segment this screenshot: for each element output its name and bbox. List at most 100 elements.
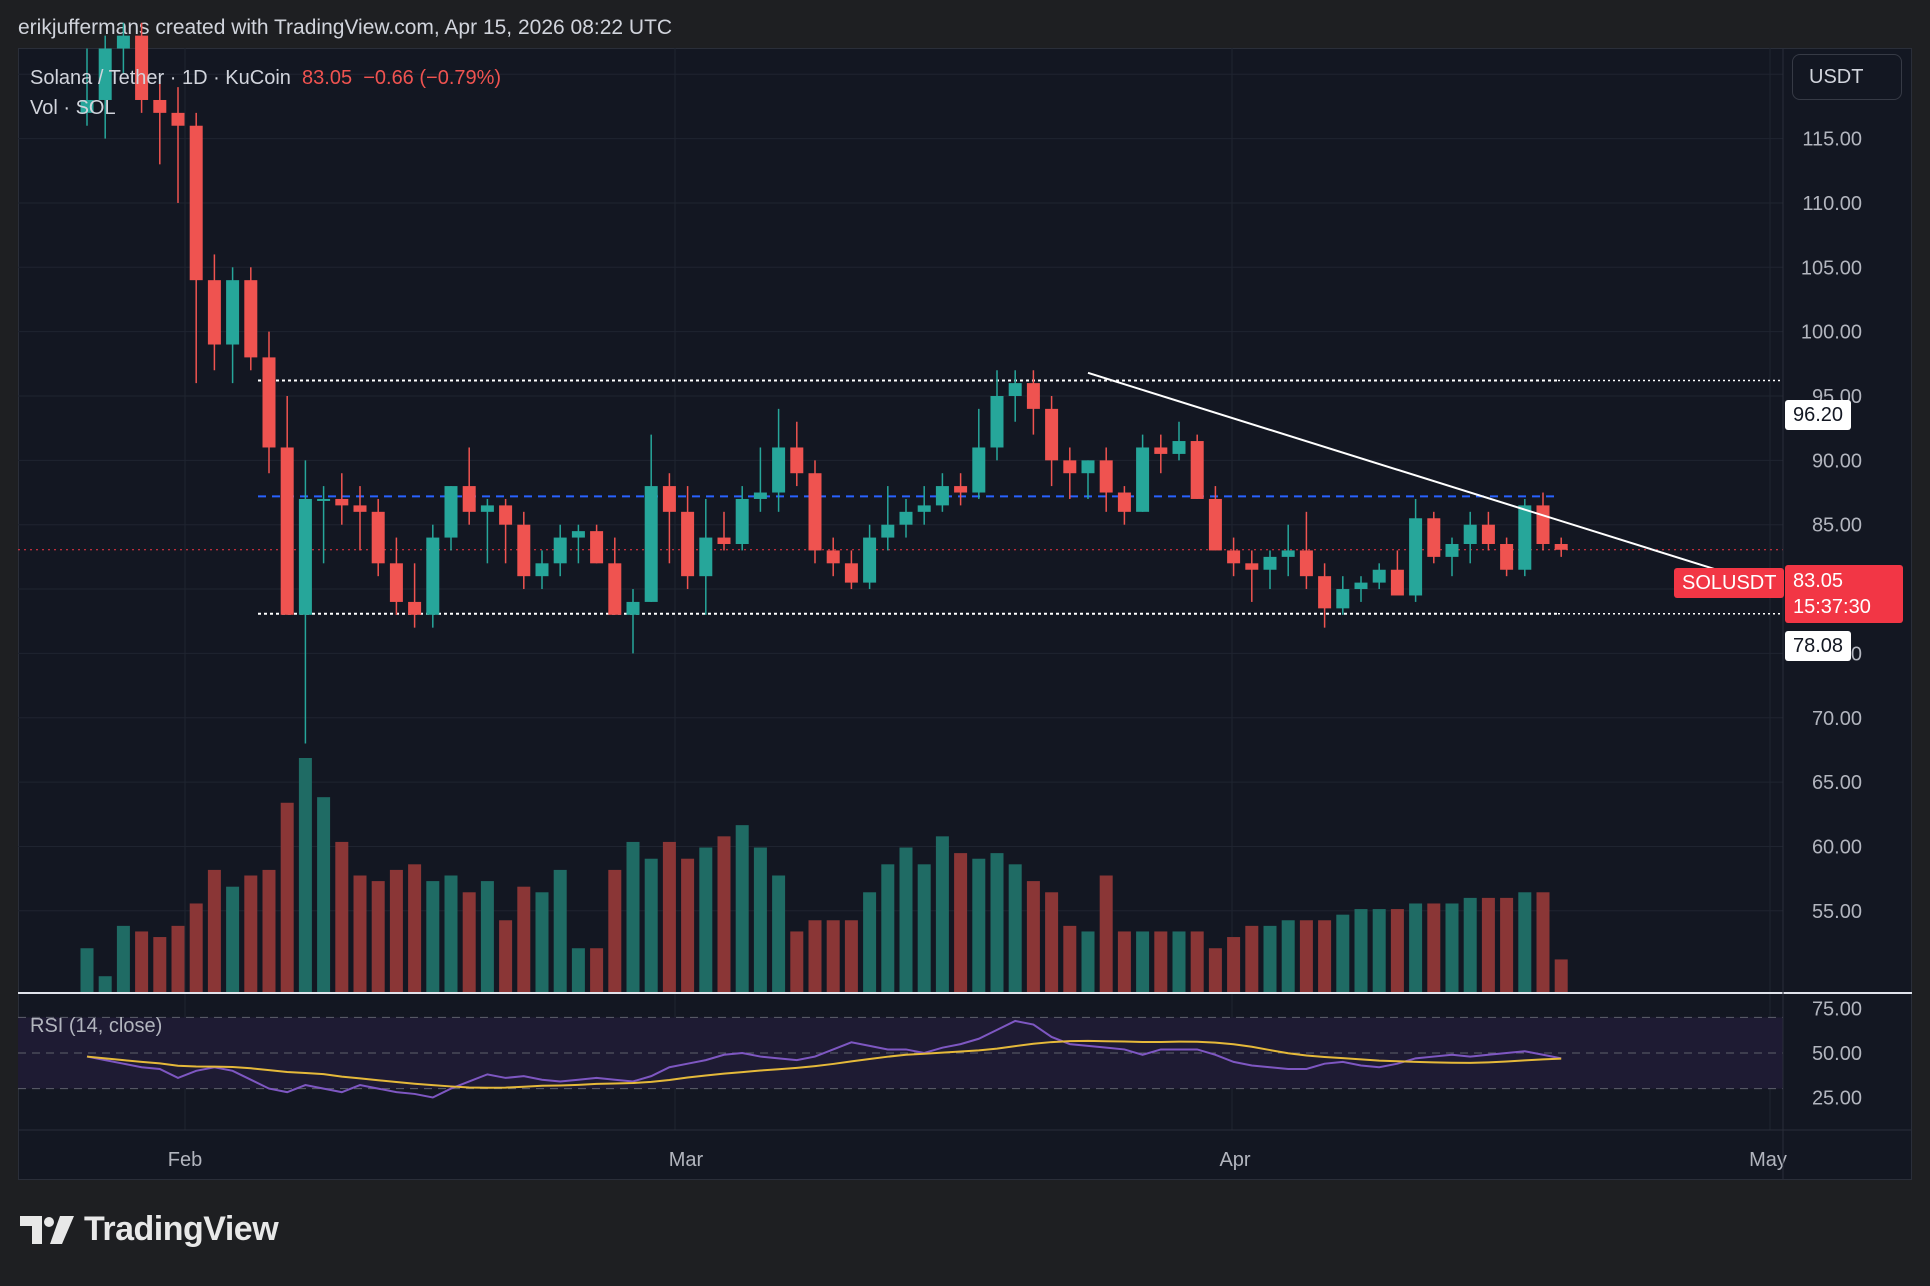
candle-body	[80, 99, 94, 113]
volume-bar	[1390, 909, 1404, 993]
volume-bar	[1227, 937, 1241, 993]
candle-body	[1190, 441, 1204, 499]
bar-countdown: 15:37:30	[1793, 596, 1871, 618]
candle-body	[444, 486, 458, 538]
candle-body	[681, 511, 695, 577]
price-axis-label: 90.00	[1812, 450, 1862, 472]
volume-bar	[535, 892, 549, 993]
volume-bar	[1536, 892, 1550, 993]
tradingview-logo[interactable]: TradingView	[20, 1210, 279, 1249]
rsi-axis-label: 75.00	[1812, 999, 1862, 1021]
volume-bar	[116, 925, 130, 993]
volume-bar	[826, 920, 840, 993]
candle-body	[135, 35, 149, 100]
volume-bar	[371, 881, 385, 993]
volume-bar	[98, 976, 112, 993]
volume-bar	[844, 920, 858, 993]
candle-body	[1409, 518, 1423, 596]
candle-body	[1390, 569, 1404, 596]
candle-body	[972, 447, 986, 493]
candle-body	[499, 505, 513, 525]
volume-bar	[1481, 897, 1495, 993]
volume-bar	[1518, 892, 1532, 993]
price-axis-label: 85.00	[1812, 515, 1862, 537]
volume-bar	[1554, 959, 1568, 993]
candle-body	[153, 99, 167, 113]
volume-bar	[517, 886, 531, 993]
candle-body	[662, 486, 676, 512]
candle-body	[1536, 505, 1550, 545]
volume-bar	[1463, 897, 1477, 993]
volume-bar	[1409, 903, 1423, 993]
candle-body	[171, 112, 185, 126]
candle-body	[990, 396, 1004, 448]
rsi-axis-label: 25.00	[1812, 1088, 1862, 1110]
volume-bar	[153, 937, 167, 993]
candle-body	[571, 531, 585, 538]
volume-bar	[1136, 931, 1150, 993]
candle-body	[626, 601, 640, 615]
volume-bar	[1336, 914, 1350, 993]
candle-body	[1500, 544, 1514, 570]
volume-bar	[207, 869, 221, 993]
price-axis-label: 110.00	[1802, 193, 1862, 215]
price-axis-label: 65.00	[1812, 772, 1862, 794]
volume-bar	[317, 797, 331, 993]
volume-bar	[954, 853, 968, 993]
candle-body	[298, 498, 312, 615]
volume-bar	[1263, 925, 1277, 993]
candle-body	[517, 524, 531, 577]
trendline	[1087, 371, 1726, 574]
volume-label: Vol · SOL	[30, 97, 116, 119]
volume-bar	[1427, 903, 1441, 993]
candle-body	[1354, 582, 1368, 590]
currency-unit-button[interactable]: USDT	[1792, 54, 1902, 100]
volume-bar	[189, 903, 203, 993]
candle-body	[226, 280, 240, 345]
candle-body	[644, 486, 658, 602]
candle-body	[408, 601, 422, 615]
time-axis-label: Mar	[669, 1149, 704, 1171]
volume-bar	[499, 920, 513, 993]
candle-body	[1208, 498, 1222, 551]
volume-bar	[735, 825, 749, 993]
volume-bar	[353, 875, 367, 993]
volume-bar	[590, 948, 604, 993]
candle-body	[1463, 524, 1477, 545]
volume-bar	[626, 841, 640, 993]
candle-body	[1318, 576, 1332, 609]
candle-body	[389, 563, 403, 602]
candle-body	[426, 537, 440, 615]
resistance-price-tag: 96.20	[1785, 400, 1852, 430]
candle-body	[1263, 556, 1277, 570]
volume-bar	[608, 869, 622, 993]
current-price-value: 83.05	[1793, 570, 1844, 592]
candle-body	[480, 505, 494, 512]
candle-body	[98, 48, 112, 100]
price-axis-label: 70.00	[1812, 708, 1862, 730]
volume-bar	[662, 841, 676, 993]
candle-body	[1336, 589, 1350, 609]
volume-bar	[790, 931, 804, 993]
volume-bar	[171, 925, 185, 993]
volume-bar	[1099, 875, 1113, 993]
candle-body	[1172, 441, 1186, 454]
volume-bar	[1008, 864, 1022, 993]
candle-body	[735, 498, 749, 545]
volume-bar	[753, 847, 767, 993]
volume-bar	[1445, 903, 1459, 993]
price-axis-label: 115.00	[1802, 129, 1862, 151]
volume-bar	[408, 864, 422, 993]
candle-body	[1554, 544, 1568, 550]
candle-body	[1518, 505, 1532, 570]
candle-body	[1445, 544, 1459, 557]
volume-bar	[1190, 931, 1204, 993]
volume-bar	[1063, 925, 1077, 993]
volume-bar	[1500, 897, 1514, 993]
volume-bar	[1172, 931, 1186, 993]
symbol-legend: Solana / Tether · 1D · KuCoin 83.05 −0.6…	[30, 67, 501, 90]
volume-bar	[1318, 920, 1332, 993]
tradingview-logo-icon	[20, 1215, 74, 1244]
volume-bar	[1117, 931, 1131, 993]
